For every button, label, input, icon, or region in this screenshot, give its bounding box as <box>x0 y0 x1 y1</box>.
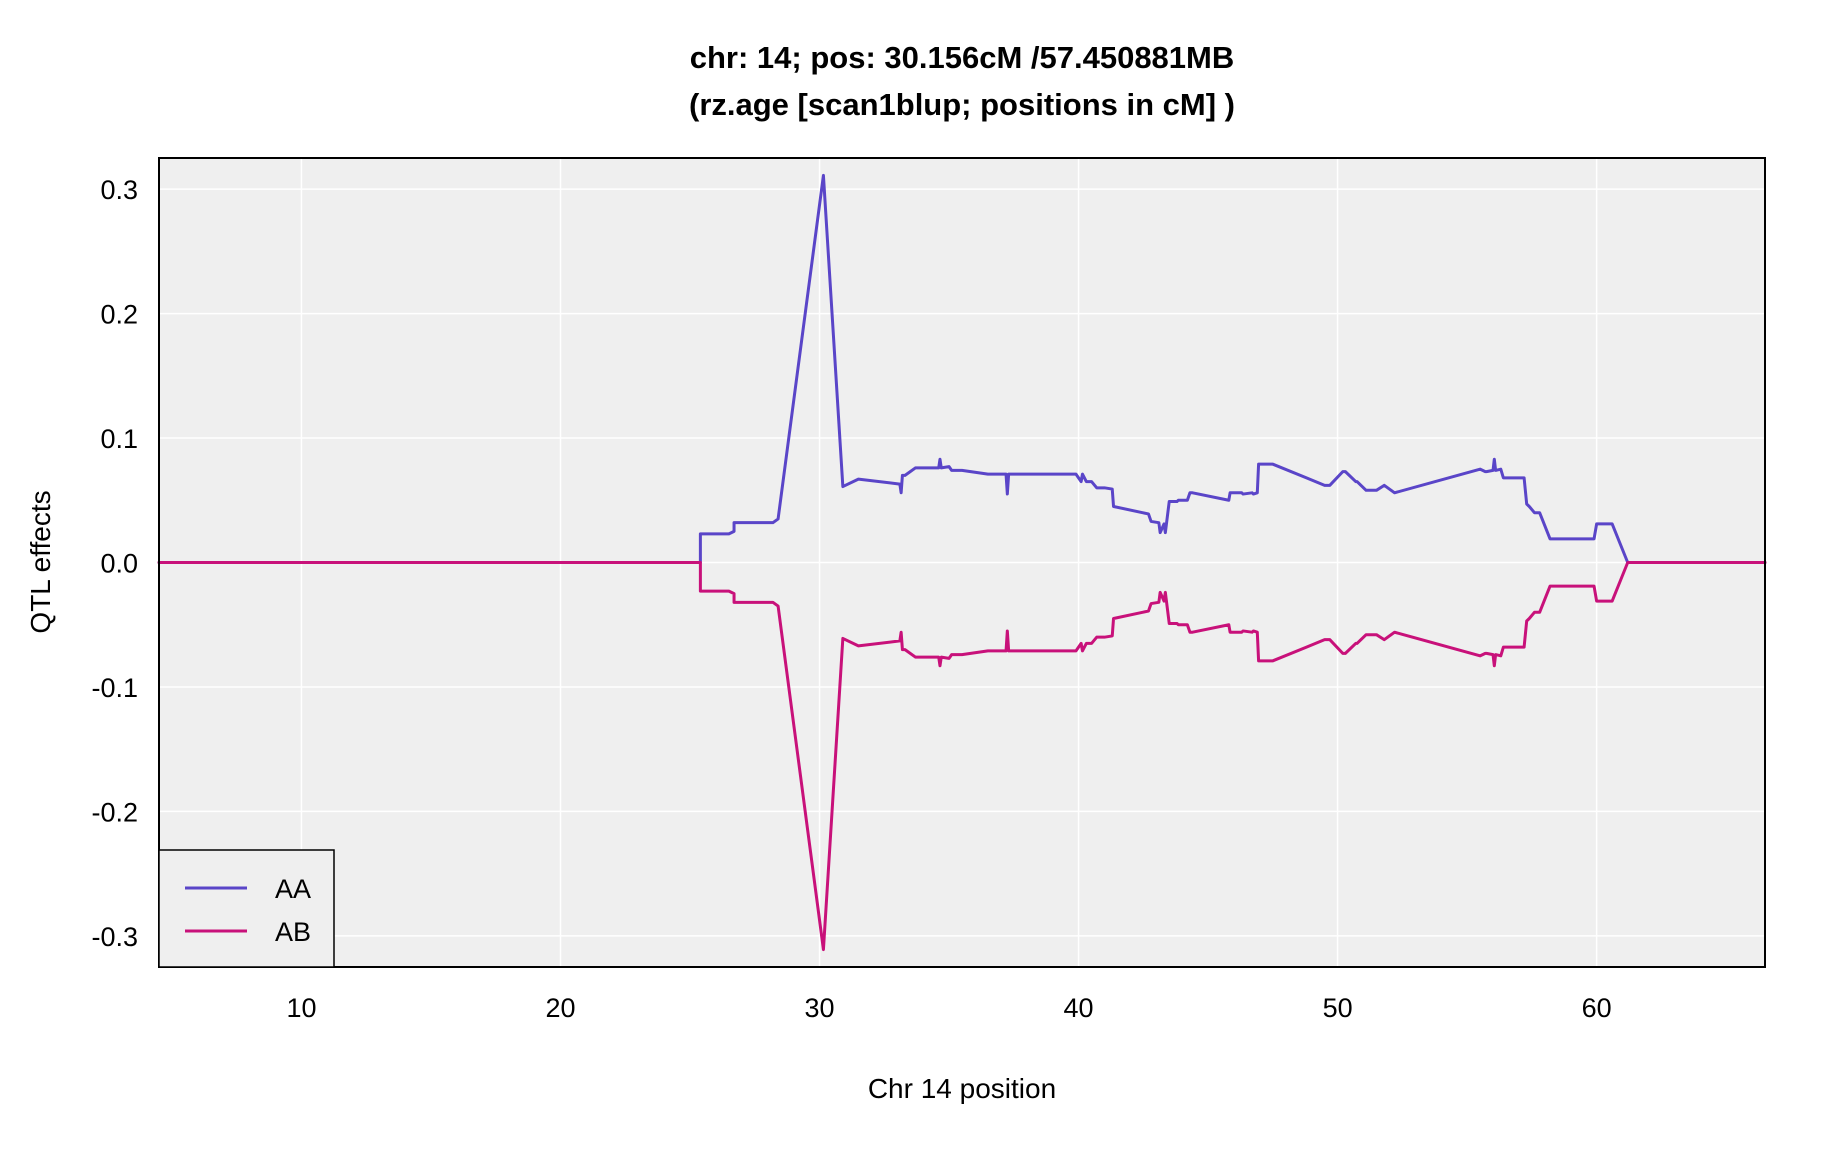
series-layer <box>157 173 1767 952</box>
x-axis-label: Chr 14 position <box>868 1073 1056 1104</box>
legend-label-ab: AB <box>275 917 311 947</box>
series-line-ab <box>157 561 1767 952</box>
y-tick-label: 0.1 <box>100 424 138 454</box>
y-tick-labels: -0.3 -0.2 -0.1 0.0 0.1 0.2 0.3 <box>91 175 138 952</box>
y-axis-label: QTL effects <box>25 490 56 633</box>
series-line-aa <box>157 173 1767 564</box>
y-tick-label: 0.2 <box>100 300 138 330</box>
x-tick-label: 50 <box>1323 993 1353 1023</box>
x-tick-labels: 10 20 30 40 50 60 <box>286 993 1611 1023</box>
y-gridlines <box>159 188 1765 937</box>
legend: AA AB <box>158 849 335 968</box>
y-tick-label: -0.3 <box>91 922 138 952</box>
x-tick-label: 30 <box>805 993 835 1023</box>
x-tick-label: 40 <box>1064 993 1094 1023</box>
legend-box <box>158 849 335 968</box>
y-tick-label: -0.1 <box>91 673 138 703</box>
y-tick-label: 0.3 <box>100 175 138 205</box>
plot-frame <box>158 157 1766 968</box>
x-tick-label: 60 <box>1582 993 1612 1023</box>
legend-label-aa: AA <box>275 874 311 904</box>
y-tick-label: -0.2 <box>91 797 138 827</box>
y-tick-label: 0.0 <box>100 549 138 579</box>
chart-subtitle: (rz.age [scan1blup; positions in cM] ) <box>689 87 1235 122</box>
chart-title: chr: 14; pos: 30.156cM /57.450881MB <box>690 40 1235 75</box>
x-tick-label: 20 <box>545 993 575 1023</box>
x-tick-label: 10 <box>286 993 316 1023</box>
